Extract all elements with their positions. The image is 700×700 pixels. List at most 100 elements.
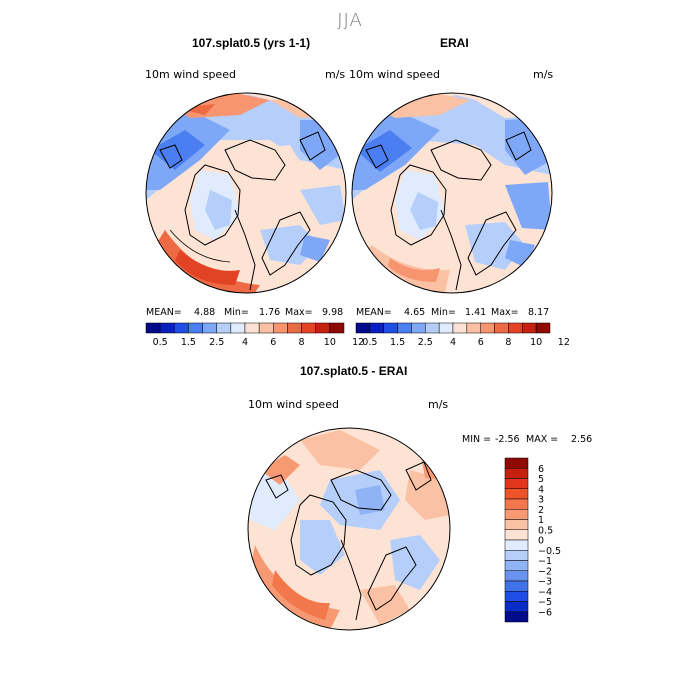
diff-colorbar-tick-label: −3 <box>538 577 552 588</box>
model-min-value: 1.76 <box>259 307 281 318</box>
diff-colorbar-tick-label: 1 <box>538 515 544 526</box>
diff-colorbar-swatch <box>504 457 529 469</box>
model-panel-title: 107.splat0.5 (yrs 1-1) <box>192 36 311 50</box>
obs-panel-title: ERAI <box>440 36 469 50</box>
obs-mean-value: 4.65 <box>404 307 426 318</box>
model-map-border <box>145 92 347 294</box>
diff-colorbar-tick-label: 3 <box>538 495 544 506</box>
obs-colorbar-swatch <box>425 322 440 334</box>
model-colorbar-tick-label: 6 <box>270 337 276 348</box>
diff-colorbar-swatch <box>504 560 529 571</box>
obs-min-label: Min= <box>431 307 456 318</box>
model-min-label: Min= <box>224 307 249 318</box>
diff-colorbar-swatch <box>504 580 529 592</box>
diff-colorbar-tick-label: −5 <box>538 597 552 608</box>
model-mean-value: 4.88 <box>194 307 216 318</box>
obs-colorbar-tick-label: 12 <box>558 337 570 348</box>
diff-panel-title: 107.splat0.5 - ERAI <box>300 364 408 378</box>
model-units-label: m/s <box>325 68 346 81</box>
diff-colorbar-swatch <box>504 550 529 561</box>
obs-colorbar-tick-label: 0.5 <box>362 337 377 348</box>
diff-colorbar-swatch <box>504 529 529 541</box>
diff-max-label: MAX = <box>526 434 559 445</box>
obs-mean-label: MEAN= <box>356 307 392 318</box>
diff-colorbar-swatch <box>504 488 529 500</box>
model-colorbar-swatch <box>273 322 288 334</box>
obs-colorbar-swatch <box>508 322 523 334</box>
model-colorbar-tick-label: 8 <box>299 337 305 348</box>
model-colorbar-swatch <box>329 322 345 334</box>
model-colorbar-swatch <box>301 322 316 334</box>
diff-map-border <box>247 427 451 631</box>
diff-colorbar-swatch <box>504 478 529 489</box>
diff-colorbar-swatch <box>504 468 529 479</box>
obs-max-label: Max= <box>491 307 519 318</box>
model-colorbar-swatch <box>188 322 203 334</box>
model-colorbar-tick-label: 4 <box>242 337 248 348</box>
model-colorbar-swatch <box>244 322 260 334</box>
obs-colorbar-swatch <box>397 322 412 334</box>
diff-colorbar-swatch <box>504 570 529 582</box>
diff-colorbar-tick-label: 6 <box>538 464 544 475</box>
diff-colorbar-tick-label: −1 <box>538 556 552 567</box>
obs-colorbar-swatch <box>411 322 426 334</box>
model-max-value: 9.98 <box>322 307 344 318</box>
diff-colorbar-tick-label: −0.5 <box>538 546 561 557</box>
diff-variable-label: 10m wind speed <box>248 398 339 411</box>
model-max-label: Max= <box>285 307 313 318</box>
obs-colorbar-swatch <box>355 322 371 334</box>
model-colorbar-tick-label: 12 <box>352 337 364 348</box>
obs-map-border <box>351 92 553 294</box>
model-colorbar-swatch <box>202 322 217 334</box>
model-colorbar-swatch <box>258 322 274 334</box>
model-colorbar-tick-label: 10 <box>324 337 336 348</box>
model-mean-label: MEAN= <box>146 307 182 318</box>
diff-min-value: -2.56 <box>495 434 520 445</box>
diff-map <box>248 428 450 630</box>
diff-min-label: MIN = <box>462 434 492 445</box>
diff-colorbar-tick-label: 5 <box>538 474 544 485</box>
model-colorbar-swatch <box>230 322 246 334</box>
obs-colorbar: 0.5 1.5 2.5 4 6 8 10 12 <box>355 322 570 348</box>
model-colorbar-swatch <box>216 322 232 334</box>
obs-colorbar-swatch <box>369 322 384 334</box>
diff-colorbar-swatch <box>504 519 529 530</box>
obs-min-value: 1.41 <box>465 307 487 318</box>
diff-colorbar-swatch <box>504 498 529 510</box>
diff-colorbar-tick-label: 2 <box>538 505 544 516</box>
diff-colorbar-tick-label: −6 <box>538 607 552 618</box>
diff-colorbar-swatch <box>504 509 529 520</box>
model-colorbar-swatch <box>159 322 175 334</box>
diff-colorbar-swatch <box>504 539 529 551</box>
model-colorbar-swatch <box>145 322 161 334</box>
obs-colorbar-swatch <box>452 322 468 334</box>
obs-colorbar-tick-label: 8 <box>505 337 511 348</box>
season-title: JJA <box>337 10 363 31</box>
model-colorbar-swatch <box>287 322 302 334</box>
obs-max-value: 8.17 <box>528 307 550 318</box>
obs-colorbar-tick-label: 10 <box>530 337 542 348</box>
obs-colorbar-swatch <box>535 322 551 334</box>
diff-colorbar-swatch <box>504 591 529 602</box>
obs-colorbar-tick-label: 4 <box>450 337 456 348</box>
diff-colorbar-tick-label: −2 <box>538 566 552 577</box>
diff-colorbar-tick-label: 0 <box>538 536 544 547</box>
model-colorbar-tick-label: 1.5 <box>181 337 196 348</box>
model-colorbar-tick-label: 0.5 <box>153 337 168 348</box>
obs-colorbar-swatch <box>438 322 454 334</box>
model-colorbar-swatch <box>315 322 331 334</box>
obs-colorbar-tick-label: 2.5 <box>418 337 433 348</box>
diff-colorbar-tick-label: 4 <box>538 484 544 495</box>
obs-colorbar-swatch <box>522 322 537 334</box>
diff-colorbar-tick-label: 0.5 <box>538 525 553 536</box>
obs-units-label: m/s <box>533 68 554 81</box>
diff-colorbar-tick-label: −4 <box>538 587 552 598</box>
diff-max-value: 2.56 <box>571 434 593 445</box>
model-colorbar-tick-label: 2.5 <box>209 337 224 348</box>
model-colorbar: 0.5 1.5 2.5 4 6 8 10 12 <box>145 322 364 348</box>
obs-colorbar-swatch <box>480 322 495 334</box>
model-variable-label: 10m wind speed <box>145 68 236 81</box>
model-map <box>146 93 346 293</box>
diff-colorbar-swatch <box>504 611 529 623</box>
